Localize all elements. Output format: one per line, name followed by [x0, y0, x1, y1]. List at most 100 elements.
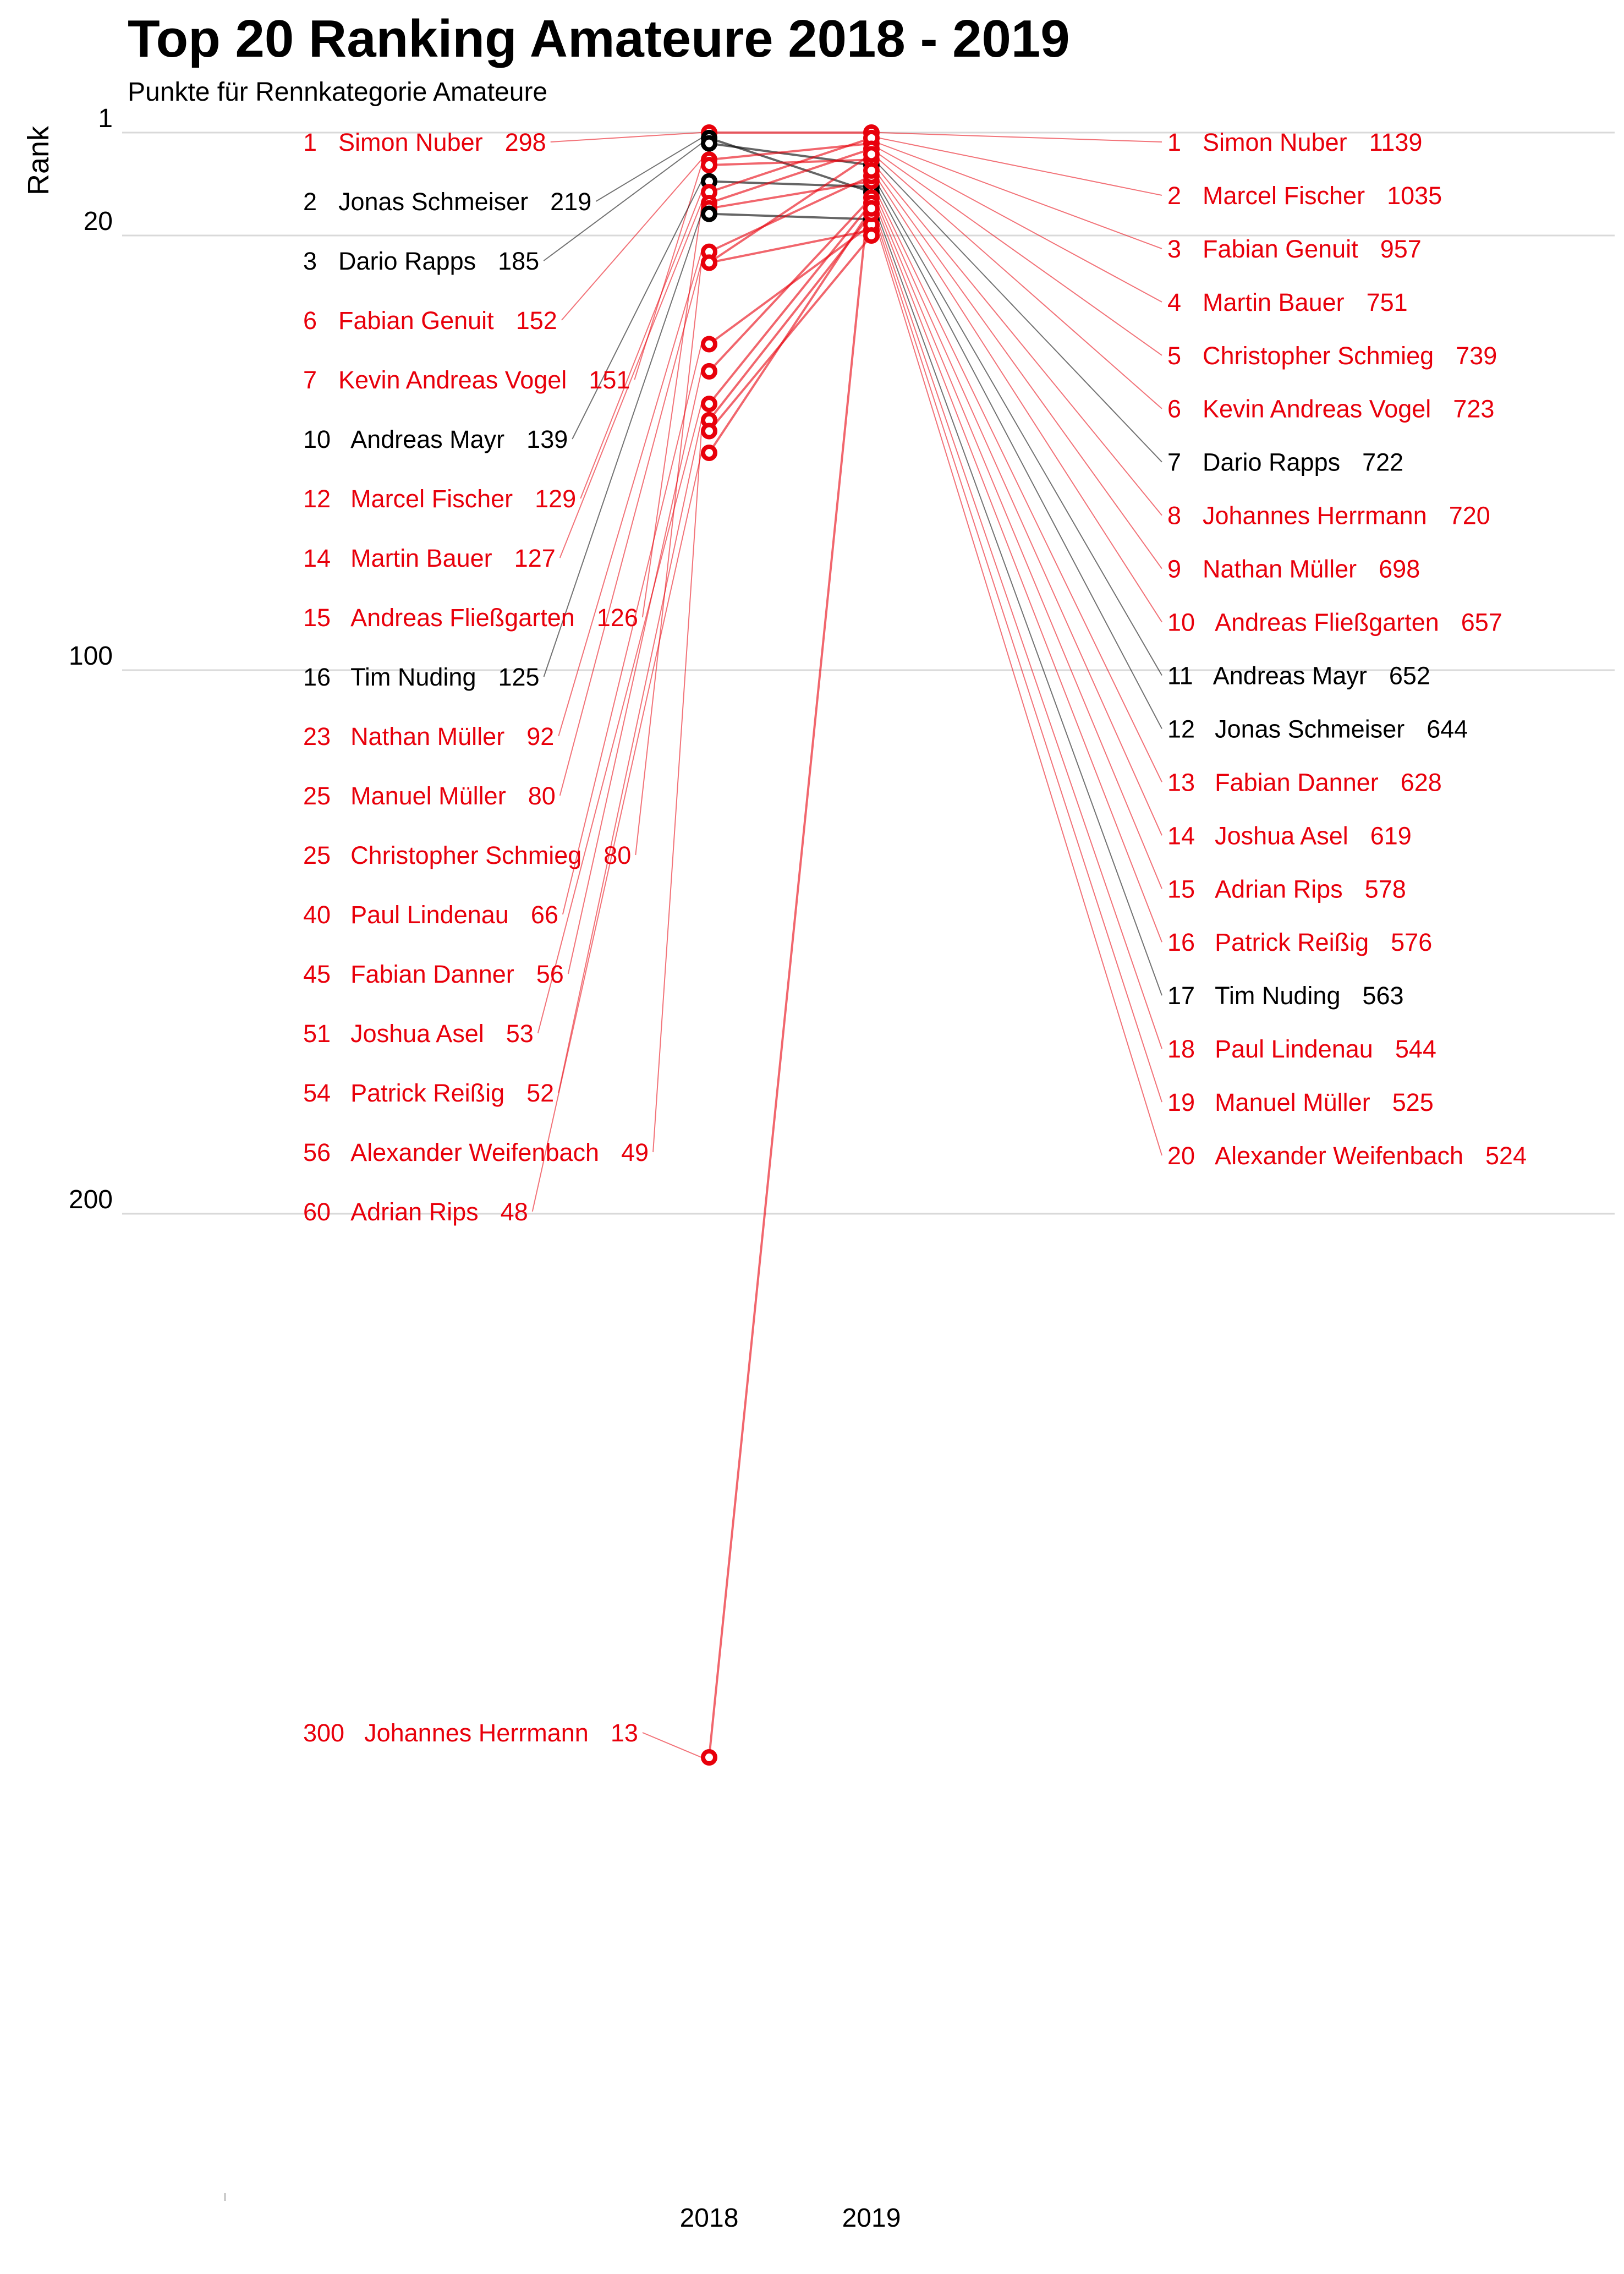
rider-name-2019: Joshua Asel — [1215, 821, 1348, 850]
slope-line — [709, 158, 872, 167]
connector-2018 — [558, 251, 702, 737]
point-2018 — [701, 135, 717, 152]
rank-2018: 25 — [303, 841, 331, 869]
label-2018: 16 Tim Nuding 125 — [303, 663, 540, 691]
label-2018: 1 Simon Nuber 298 — [303, 128, 546, 156]
points-2019: 751 — [1367, 288, 1408, 316]
points-2019: 1139 — [1369, 128, 1423, 156]
label-2018: 54 Patrick Reißig 52 — [303, 1079, 554, 1107]
label-2018: 40 Paul Lindenau 66 — [303, 901, 558, 929]
label-2019: 4 Martin Bauer 751 — [1167, 288, 1408, 316]
rider-name-2018: Christopher Schmieg — [350, 841, 581, 869]
rider-name-2019: Jonas Schmeiser — [1215, 715, 1404, 743]
label-2019: 5 Christopher Schmieg 739 — [1167, 342, 1497, 370]
points-2019: 628 — [1401, 768, 1442, 796]
connector-2019 — [879, 148, 1162, 303]
rank-2019: 10 — [1167, 609, 1195, 637]
points-2018: 80 — [603, 841, 631, 869]
label-2019: 20 Alexander Weifenbach 524 — [1167, 1142, 1527, 1170]
connector-2019 — [879, 165, 1162, 463]
points-2018: 139 — [526, 425, 568, 453]
label-2019: 17 Tim Nuding 563 — [1167, 982, 1404, 1010]
points-2019: 525 — [1392, 1088, 1434, 1116]
data-points — [701, 124, 880, 1766]
connector-2019 — [879, 219, 1162, 996]
rank-2018: 300 — [303, 1719, 344, 1747]
rank-2018: 10 — [303, 425, 331, 453]
y-axis-label: Rank — [22, 125, 55, 195]
rank-2019: 8 — [1167, 502, 1181, 530]
points-2018: 48 — [501, 1198, 528, 1226]
points-2019: 563 — [1362, 982, 1403, 1010]
rank-2018: 6 — [303, 306, 317, 335]
connector-2019 — [879, 154, 1162, 356]
rider-name-2018: Adrian Rips — [350, 1198, 479, 1226]
label-2019: 14 Joshua Asel 619 — [1167, 821, 1412, 850]
label-2018: 25 Manuel Müller 80 — [303, 782, 556, 810]
slope-line — [708, 234, 873, 432]
chart-subtitle: Punkte für Rennkategorie Amateure — [128, 78, 547, 107]
point-2018 — [701, 423, 717, 440]
rank-2018: 15 — [303, 604, 331, 632]
label-2019: 2 Marcel Fischer 1035 — [1167, 182, 1442, 210]
connector-2018 — [580, 191, 702, 499]
rider-name-2018: Nathan Müller — [350, 722, 504, 750]
rank-2019: 16 — [1167, 928, 1195, 956]
points-2019: 723 — [1453, 395, 1494, 423]
rider-name-2018: Fabian Danner — [350, 960, 514, 988]
rider-name-2019: Christopher Schmieg — [1203, 342, 1434, 370]
label-2018: 2 Jonas Schmeiser 219 — [303, 188, 591, 216]
connector-2018 — [559, 262, 702, 796]
rider-name-2019: Patrick Reißig — [1215, 928, 1369, 956]
points-2018: 127 — [514, 544, 556, 572]
points-2018: 92 — [526, 722, 554, 750]
point-2018 — [701, 445, 717, 461]
x-tick-label-2019: 2019 — [842, 2204, 901, 2233]
points-2018: 52 — [526, 1079, 554, 1107]
slope-line — [708, 202, 873, 405]
rank-2018: 2 — [303, 188, 317, 216]
rider-name-2019: Fabian Danner — [1215, 768, 1379, 796]
slope-line — [709, 174, 872, 253]
connector-2018 — [543, 213, 702, 677]
rider-name-2018: Alexander Weifenbach — [350, 1138, 599, 1166]
label-2019: 8 Johannes Herrmann 720 — [1167, 502, 1490, 530]
points-2019: 524 — [1485, 1142, 1527, 1170]
rider-name-2018: Andreas Mayr — [350, 425, 504, 453]
points-2018: 49 — [621, 1138, 649, 1166]
label-2019: 1 Simon Nuber 1139 — [1167, 128, 1422, 156]
points-2018: 151 — [589, 366, 630, 394]
point-2018 — [701, 363, 717, 380]
rank-2019: 19 — [1167, 1088, 1195, 1116]
rank-2018: 16 — [303, 663, 331, 691]
slope-line — [709, 212, 872, 221]
label-2019: 13 Fabian Danner 628 — [1167, 768, 1442, 796]
point-2019 — [863, 200, 880, 217]
points-2019: 720 — [1449, 502, 1490, 530]
rank-2019: 6 — [1167, 395, 1181, 423]
rank-2019: 1 — [1167, 128, 1181, 156]
points-2019: 739 — [1456, 342, 1497, 370]
connector-2019 — [879, 186, 1162, 676]
rank-2019: 3 — [1167, 235, 1181, 263]
rank-2018: 23 — [303, 722, 331, 750]
label-2019: 19 Manuel Müller 525 — [1167, 1088, 1434, 1116]
rank-2018: 1 — [303, 128, 317, 156]
points-2018: 13 — [611, 1719, 638, 1747]
points-2019: 544 — [1395, 1035, 1436, 1063]
point-2018 — [701, 1749, 717, 1766]
connector-2018 — [641, 208, 702, 618]
connector-2018 — [572, 181, 702, 440]
rider-name-2018: Joshua Asel — [350, 1020, 484, 1048]
points-2018: 53 — [506, 1020, 534, 1048]
points-2018: 129 — [535, 485, 576, 513]
rider-name-2019: Martin Bauer — [1203, 288, 1345, 316]
label-2018: 23 Nathan Müller 92 — [303, 722, 554, 750]
connector-2018 — [558, 420, 702, 1093]
connector-2019 — [879, 213, 1162, 943]
rider-name-2019: Alexander Weifenbach — [1215, 1142, 1463, 1170]
rider-name-2018: Manuel Müller — [350, 782, 506, 810]
rank-2019: 15 — [1167, 875, 1195, 903]
rider-name-2018: Tim Nuding — [350, 663, 476, 691]
